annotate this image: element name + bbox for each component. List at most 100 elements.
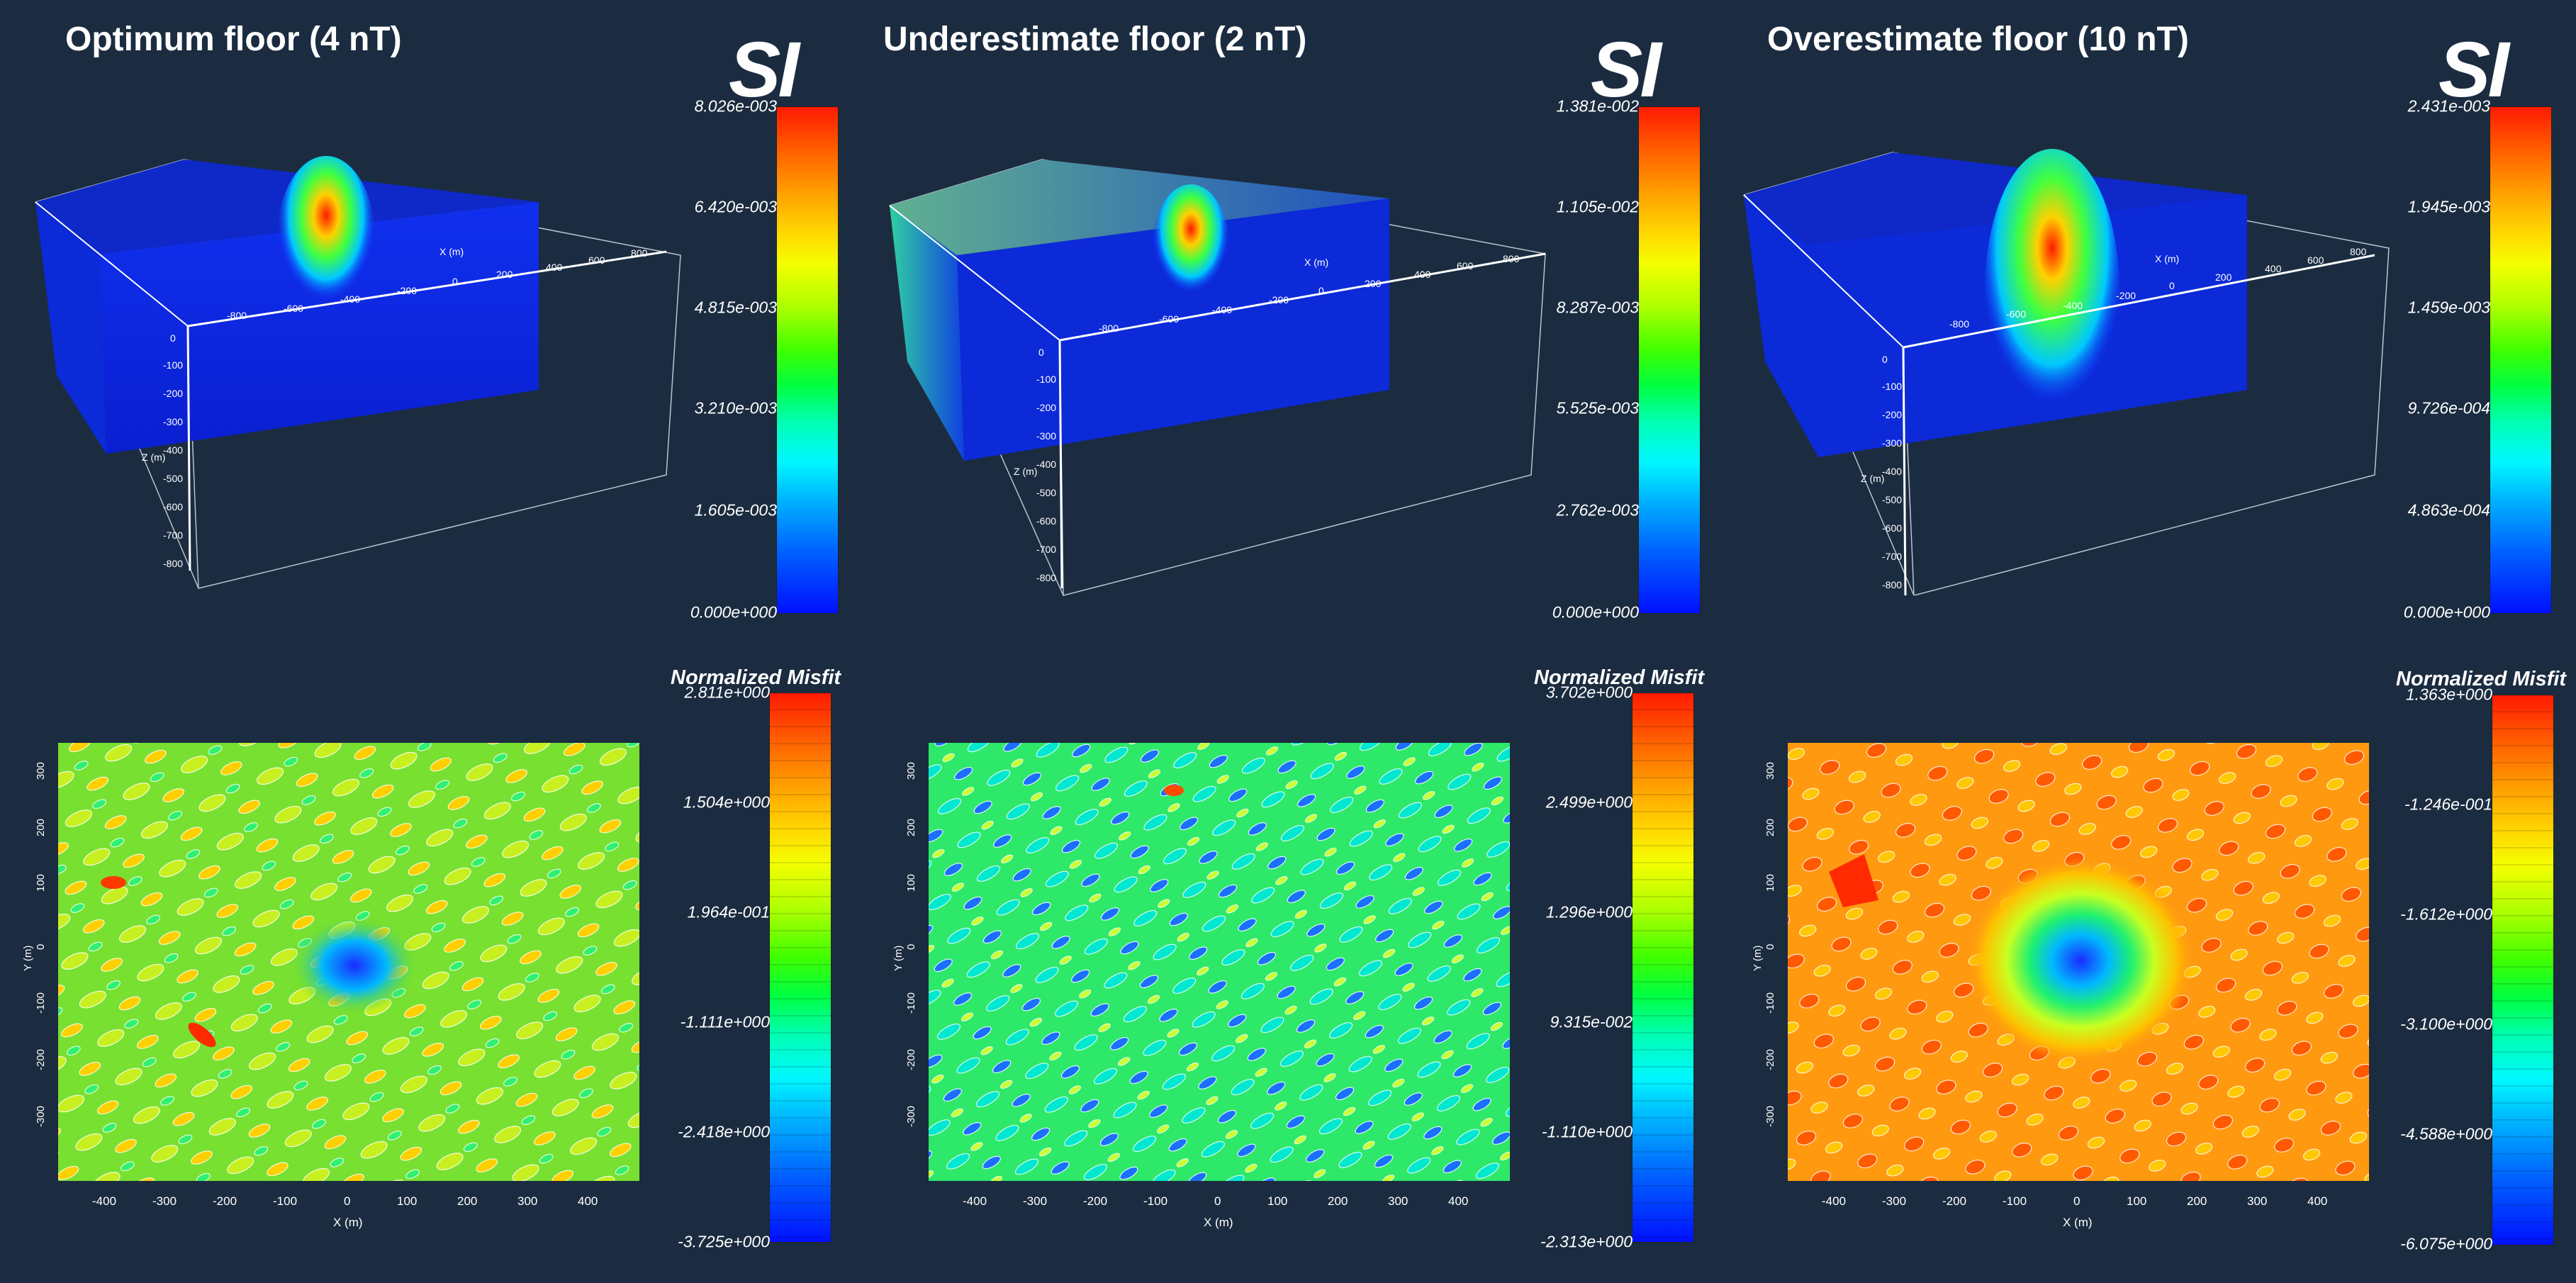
svg-text:-200: -200 xyxy=(1083,1194,1107,1208)
svg-text:800: 800 xyxy=(1503,253,1520,264)
svg-text:100: 100 xyxy=(905,874,917,892)
map-x-ticks: -400 -300 -200 -100 0 100 200 300 400 X … xyxy=(963,1194,1468,1229)
svg-text:-200: -200 xyxy=(163,388,183,399)
panel-title: Underestimate floor (2 nT) xyxy=(883,21,1307,58)
si-volume-3d: -800 -600 -400 -200 0 200 400 600 800 X … xyxy=(889,159,1546,596)
svg-text:200: 200 xyxy=(2215,271,2232,283)
svg-text:-200: -200 xyxy=(905,1049,917,1070)
svg-text:0: 0 xyxy=(1318,285,1324,296)
svg-text:0: 0 xyxy=(905,944,917,950)
svg-text:-200: -200 xyxy=(1764,1049,1776,1070)
svg-text:0: 0 xyxy=(35,944,47,950)
svg-text:Z (m): Z (m) xyxy=(142,452,165,463)
svg-text:0: 0 xyxy=(2073,1194,2080,1208)
svg-text:-200: -200 xyxy=(1942,1194,1966,1208)
si-volume-3d: -800 -600 -400 -200 0 200 400 600 800 X … xyxy=(35,156,681,589)
svg-text:-500: -500 xyxy=(1882,494,1902,505)
svg-text:-800: -800 xyxy=(163,558,183,569)
misfit-colorbar xyxy=(769,693,831,1243)
svg-text:400: 400 xyxy=(2265,263,2282,274)
svg-text:-400: -400 xyxy=(1822,1194,1846,1208)
svg-text:300: 300 xyxy=(1764,762,1776,780)
svg-text:400: 400 xyxy=(546,262,563,273)
svg-text:200: 200 xyxy=(1328,1194,1348,1208)
svg-text:-300: -300 xyxy=(163,416,183,427)
panel-title: Optimum floor (4 nT) xyxy=(65,21,402,58)
si-volume-3d: -800 -600 -400 -200 0 200 400 600 800 X … xyxy=(1743,149,2390,595)
svg-text:-500: -500 xyxy=(163,473,183,484)
svg-text:0: 0 xyxy=(1882,354,1888,365)
svg-text:-100: -100 xyxy=(1764,992,1776,1014)
svg-text:800: 800 xyxy=(631,247,648,259)
svg-text:0: 0 xyxy=(170,332,176,344)
svg-text:-100: -100 xyxy=(1143,1194,1167,1208)
svg-text:400: 400 xyxy=(1448,1194,1468,1208)
misfit-map: -400 -300 -200 -100 0 100 200 300 400 X … xyxy=(1752,743,2369,1229)
svg-text:400: 400 xyxy=(2307,1194,2327,1208)
svg-text:-100: -100 xyxy=(1882,381,1902,392)
svg-text:100: 100 xyxy=(1764,874,1776,892)
svg-text:0: 0 xyxy=(1038,347,1044,358)
svg-text:-300: -300 xyxy=(35,1106,47,1127)
svg-text:-600: -600 xyxy=(1882,522,1902,534)
map-x-ticks: -400 -300 -200 -100 0 100 200 300 400 X … xyxy=(92,1194,598,1229)
svg-text:800: 800 xyxy=(2350,246,2367,257)
svg-text:-100: -100 xyxy=(35,992,47,1014)
svg-text:0: 0 xyxy=(1764,944,1776,950)
svg-text:-100: -100 xyxy=(2003,1194,2027,1208)
svg-text:Z (m): Z (m) xyxy=(1014,466,1037,477)
svg-text:400: 400 xyxy=(1414,269,1431,280)
svg-text:-400: -400 xyxy=(1882,466,1902,477)
svg-text:-600: -600 xyxy=(2006,308,2026,320)
box-z-ticks: 0 -100 -200 -300 -400 -500 -600 -700 -80… xyxy=(1861,354,1902,590)
svg-text:600: 600 xyxy=(2307,254,2324,266)
svg-text:-700: -700 xyxy=(163,530,183,541)
misfit-label: Normalized Misfit xyxy=(671,666,841,689)
svg-text:-600: -600 xyxy=(284,303,303,314)
svg-text:-200: -200 xyxy=(1269,294,1289,306)
svg-text:-300: -300 xyxy=(1882,1194,1906,1208)
svg-text:-100: -100 xyxy=(1036,374,1056,385)
si-colorbar xyxy=(2490,106,2552,614)
svg-text:-400: -400 xyxy=(340,293,360,305)
misfit-map: -400 -300 -200 -100 0 100 200 300 400 X … xyxy=(892,743,1510,1229)
map-y-ticks: 300 200 100 0 -100 -200 -300 Y (m) xyxy=(892,762,917,1127)
svg-text:200: 200 xyxy=(457,1194,477,1208)
svg-text:0: 0 xyxy=(2169,280,2175,291)
svg-text:-100: -100 xyxy=(163,359,183,371)
svg-text:Y (m): Y (m) xyxy=(892,946,905,971)
svg-text:0: 0 xyxy=(1214,1194,1221,1208)
svg-text:X (m): X (m) xyxy=(1204,1216,1233,1229)
box-x-ticks: -800 -600 -400 -200 0 200 400 600 800 X … xyxy=(1949,246,2367,330)
svg-text:200: 200 xyxy=(905,819,917,836)
svg-text:100: 100 xyxy=(1267,1194,1287,1208)
svg-text:-500: -500 xyxy=(1036,487,1056,498)
box-x-ticks: -800 -600 -400 -200 0 200 400 600 800 X … xyxy=(227,246,648,321)
svg-text:-400: -400 xyxy=(2063,300,2083,311)
si-label: SI xyxy=(729,26,800,113)
box-z-ticks: 0 -100 -200 -300 -400 -500 -600 -700 -80… xyxy=(1014,347,1056,583)
svg-text:200: 200 xyxy=(1365,278,1382,289)
svg-text:300: 300 xyxy=(2247,1194,2267,1208)
svg-text:X (m): X (m) xyxy=(2063,1216,2093,1229)
svg-text:X (m): X (m) xyxy=(333,1216,363,1229)
svg-text:0: 0 xyxy=(344,1194,350,1208)
si-label: SI xyxy=(1591,26,1662,113)
box-z-ticks: 0 -100 -200 -300 -400 -500 -600 -700 -80… xyxy=(142,332,183,569)
misfit-colorbar xyxy=(1632,693,1694,1243)
svg-text:0: 0 xyxy=(452,276,458,287)
svg-text:-700: -700 xyxy=(1036,544,1056,555)
svg-text:-400: -400 xyxy=(1212,304,1232,315)
svg-text:-300: -300 xyxy=(152,1194,177,1208)
svg-text:300: 300 xyxy=(35,762,47,780)
si-colorbar xyxy=(776,106,839,614)
si-colorbar xyxy=(1638,106,1701,614)
svg-text:600: 600 xyxy=(1457,260,1474,271)
svg-text:200: 200 xyxy=(1764,819,1776,836)
svg-text:-800: -800 xyxy=(227,310,247,321)
box-x-ticks: -800 -600 -400 -200 0 200 400 600 800 X … xyxy=(1099,253,1520,334)
svg-text:X (m): X (m) xyxy=(2155,253,2179,264)
svg-text:-100: -100 xyxy=(273,1194,297,1208)
svg-text:600: 600 xyxy=(588,254,605,266)
svg-text:-700: -700 xyxy=(1882,551,1902,562)
